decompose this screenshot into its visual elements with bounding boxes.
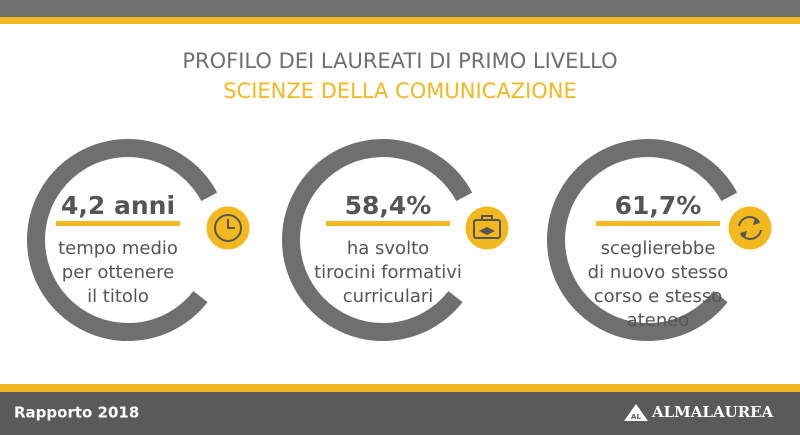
- logo-icon: [624, 404, 648, 421]
- icon-hands: [227, 219, 235, 229]
- card-value: 61,7%: [615, 191, 702, 220]
- icon-handle: [481, 215, 493, 220]
- icon-cap: [479, 227, 495, 235]
- card-value: 4,2 anni: [61, 191, 175, 220]
- card-line: tirocini formativi: [314, 262, 462, 283]
- report-label: Rapporto 2018: [14, 404, 139, 422]
- card-line: per ottenere: [62, 262, 174, 283]
- card-value: 58,4%: [345, 191, 432, 220]
- subtitle: SCIENZE DELLA COMUNICAZIONE: [223, 79, 577, 103]
- top-band: [0, 0, 800, 17]
- logo-mark: AL: [631, 413, 641, 421]
- ring: [282, 139, 473, 341]
- icon-clock: [214, 214, 242, 242]
- value-underline: [596, 221, 720, 226]
- card-line: sceglierebbe: [601, 238, 716, 259]
- card-line: curriculari: [343, 286, 434, 307]
- bottom-stripe: [0, 384, 800, 392]
- card-line: il titolo: [87, 286, 149, 307]
- card-line: ateneo: [627, 310, 690, 331]
- icon-bag: [473, 219, 501, 239]
- logo-text: ALMALAUREA: [651, 403, 774, 421]
- card-line: di nuovo stesso: [588, 262, 729, 283]
- value-underline: [56, 221, 180, 226]
- card-line: corso e stesso: [594, 286, 723, 307]
- top-stripe: [0, 17, 800, 24]
- ring: [27, 139, 218, 341]
- icon-cycle: [738, 216, 762, 240]
- cards: 4,2 anni tempo medio per ottenere il titolo…: [27, 139, 775, 341]
- card-line: ha svolto: [347, 238, 429, 259]
- value-underline: [326, 221, 450, 226]
- card-line: tempo medio: [58, 238, 178, 259]
- footer-band: [0, 392, 800, 435]
- title: PROFILO DEI LAUREATI DI PRIMO LIVELLO: [182, 49, 617, 73]
- ring: [547, 139, 738, 341]
- icon-circle: [725, 203, 775, 253]
- icon-arrows: [740, 218, 760, 238]
